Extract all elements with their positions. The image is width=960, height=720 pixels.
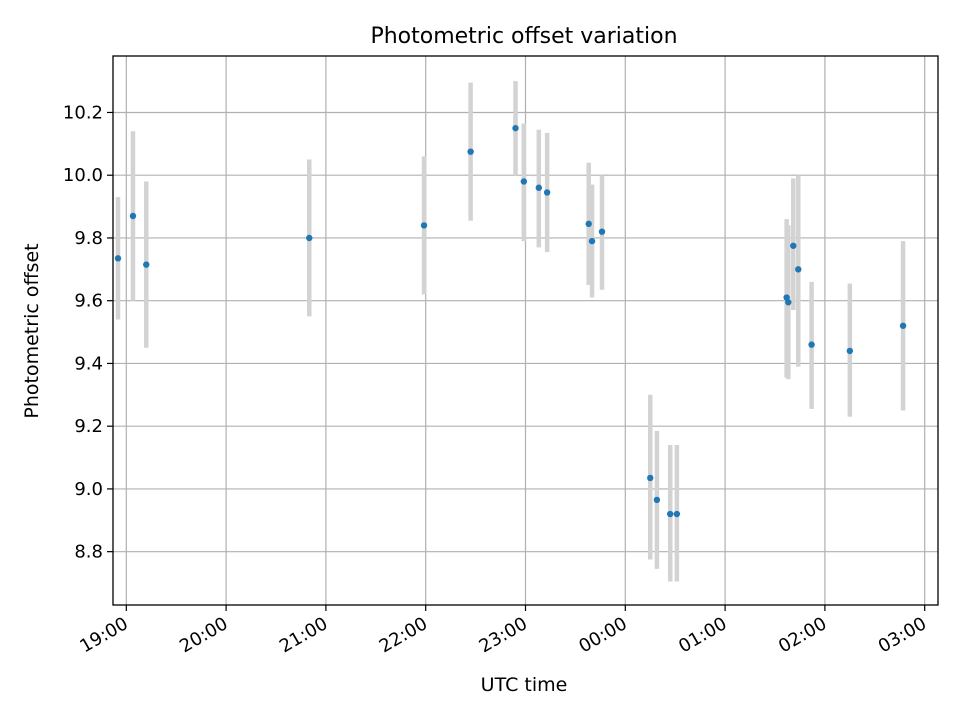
data-point xyxy=(808,341,815,348)
y-tick-label: 9.6 xyxy=(74,291,103,312)
y-axis-label: Photometric offset xyxy=(21,243,43,418)
data-point xyxy=(143,261,150,268)
data-point xyxy=(673,510,681,518)
data-point xyxy=(667,510,674,518)
x-axis-label: UTC time xyxy=(481,674,568,696)
y-tick-label: 9.2 xyxy=(74,416,103,437)
data-point xyxy=(520,178,528,185)
y-tick-label: 8.8 xyxy=(74,542,103,563)
y-tick-label: 10.2 xyxy=(63,102,103,123)
y-tick-label: 9.0 xyxy=(74,479,103,500)
data-point xyxy=(790,242,797,249)
data-point xyxy=(585,220,592,228)
data-point xyxy=(795,266,802,273)
y-tick-label: 9.8 xyxy=(74,228,103,249)
chart-title: Photometric offset variation xyxy=(370,24,677,49)
y-tick-label: 9.4 xyxy=(74,353,103,374)
data-point xyxy=(785,299,792,306)
data-point xyxy=(114,255,122,262)
data-points xyxy=(114,124,907,518)
y-axis-ticks: 8.8 9.0 9.2 9.4 9.6 9.8 10.0 10.2 xyxy=(63,102,113,563)
data-point xyxy=(653,496,661,504)
data-point xyxy=(899,322,907,329)
data-point xyxy=(846,347,854,355)
data-point xyxy=(647,474,654,482)
y-tick-label: 10.0 xyxy=(63,165,103,186)
data-point xyxy=(543,189,551,196)
data-point xyxy=(535,184,543,191)
data-point xyxy=(306,234,313,242)
data-point xyxy=(420,222,428,229)
data-point xyxy=(467,148,474,155)
data-point xyxy=(588,237,596,245)
data-point xyxy=(598,228,606,235)
data-point xyxy=(512,124,519,132)
data-point xyxy=(129,212,137,220)
